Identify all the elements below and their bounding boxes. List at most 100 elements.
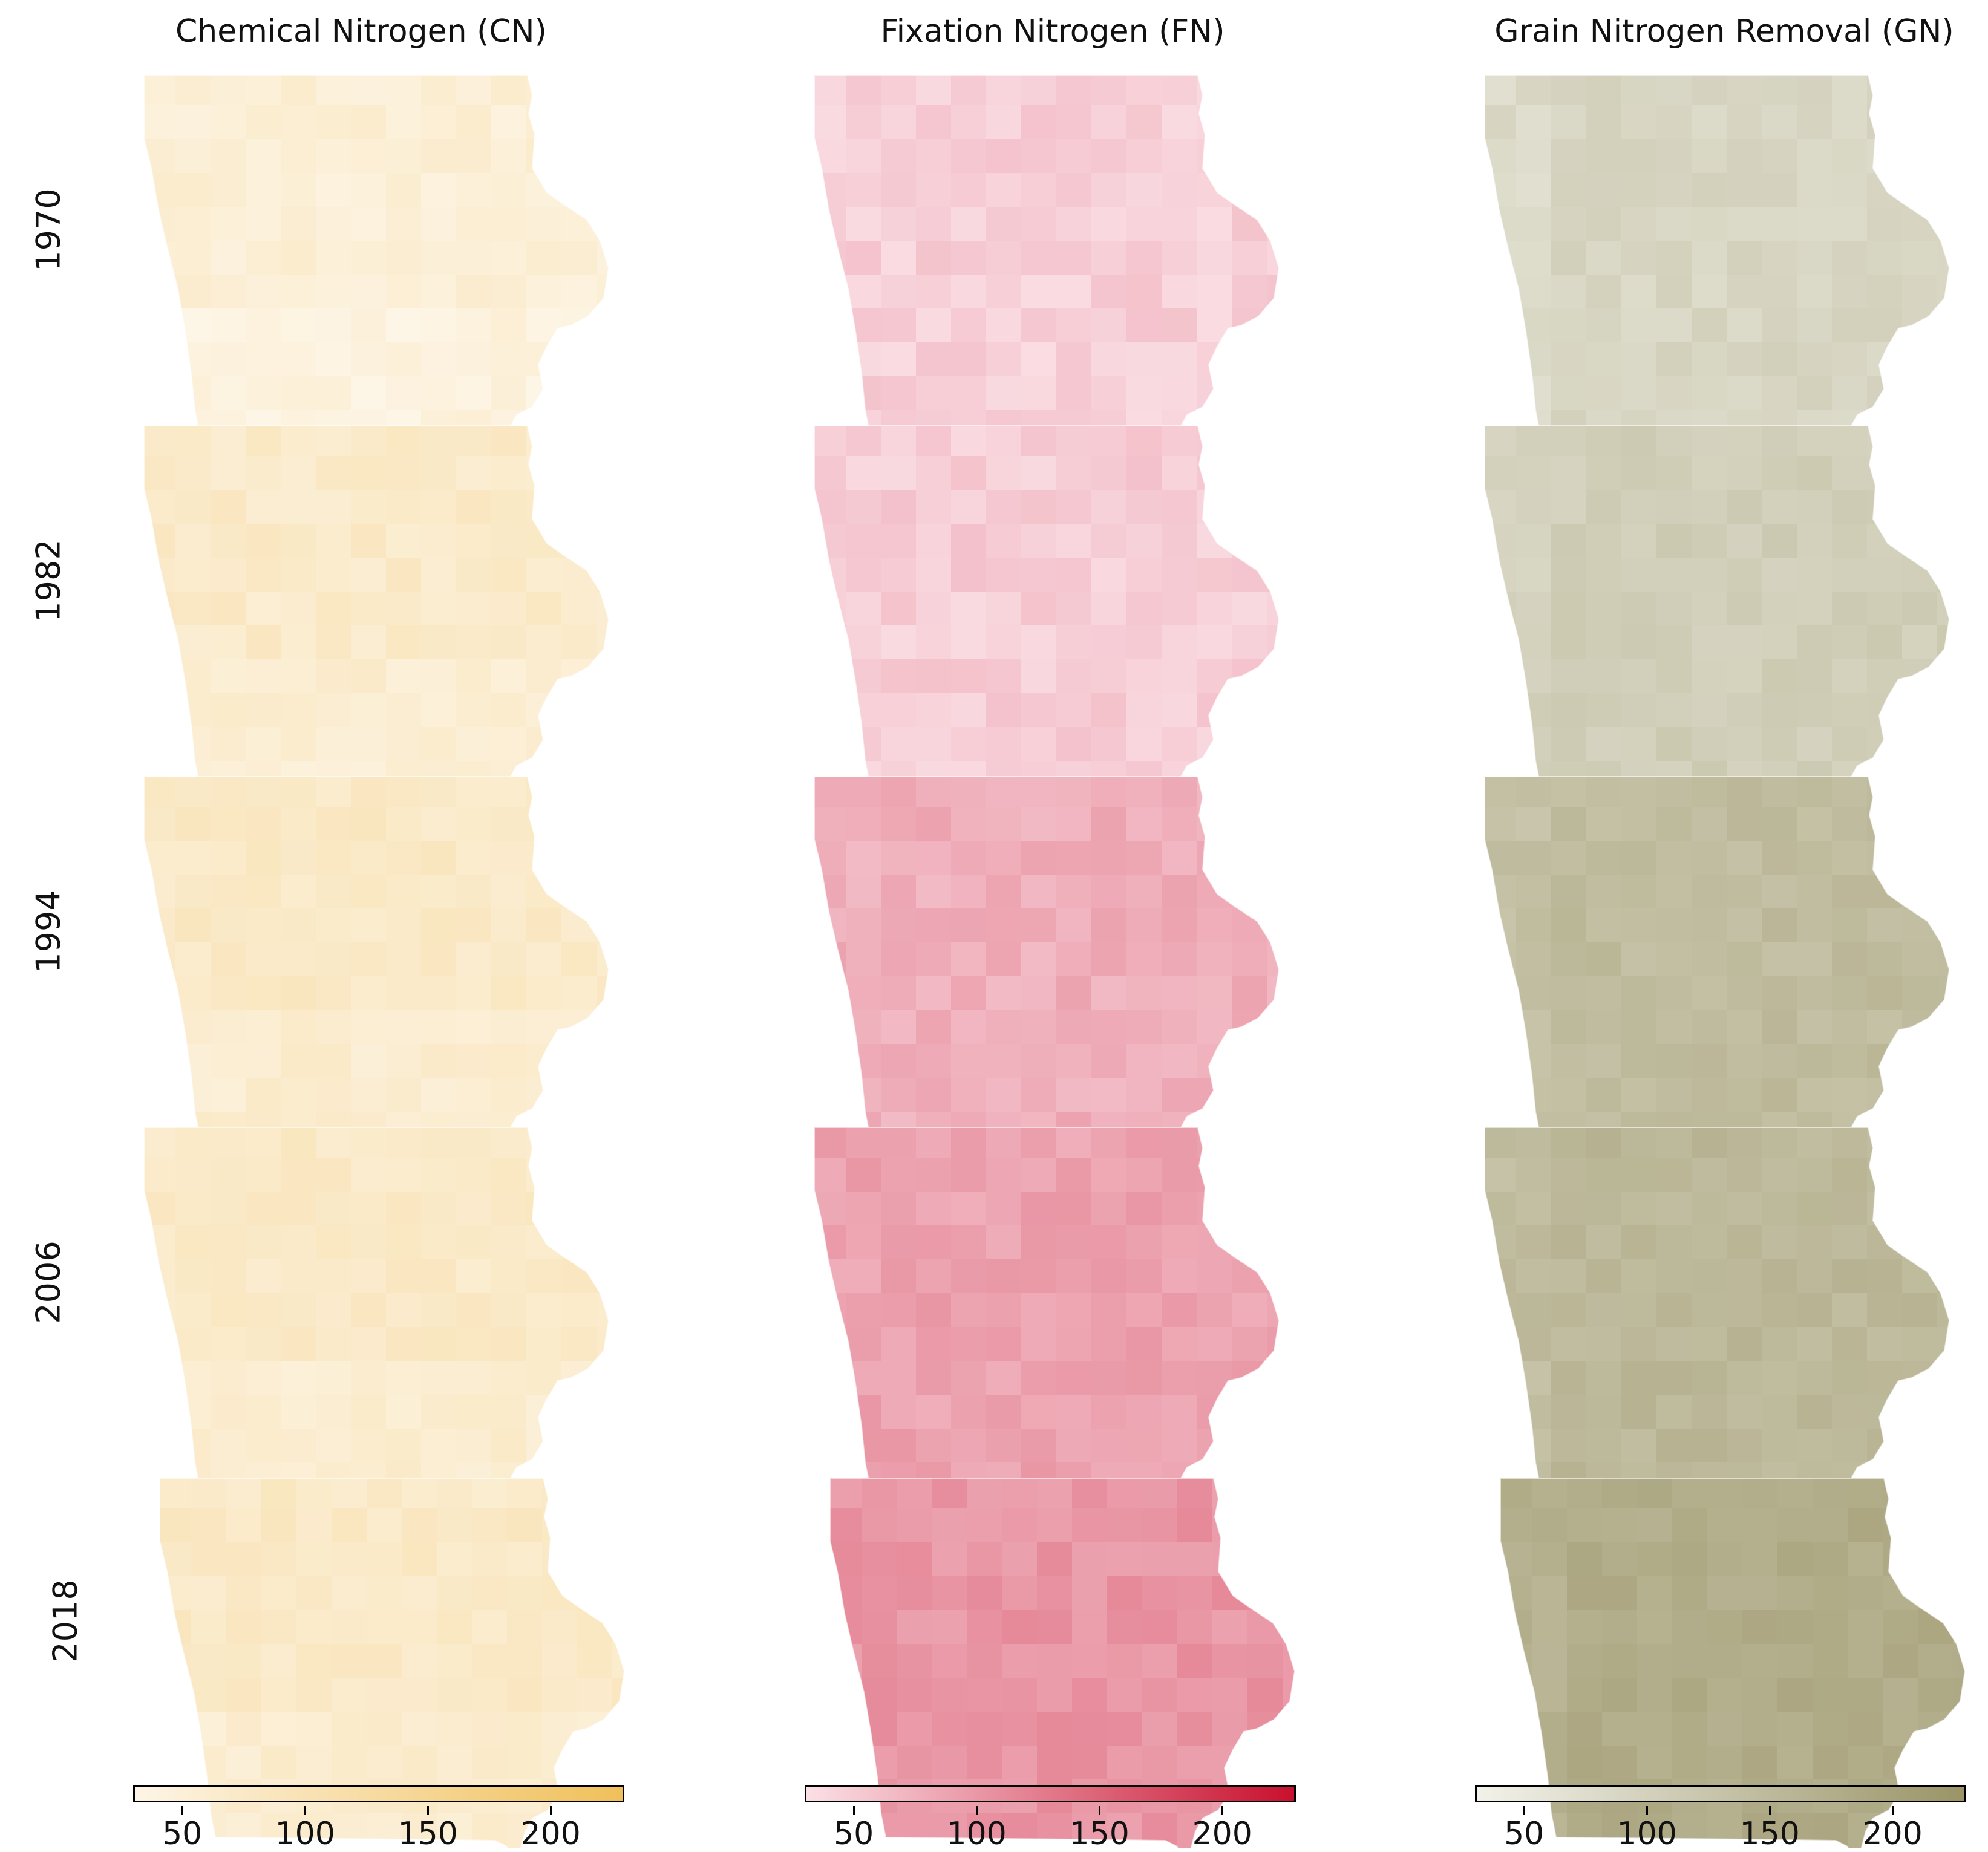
county-cell [1953,1746,1965,1780]
county-cell [1232,777,1267,807]
county-cell [367,1478,402,1509]
county-cell [421,727,457,761]
colorbar-tick-label: 100 [946,1816,1007,1852]
county-cell [561,807,597,841]
county-cell [1551,807,1587,841]
county-cell [211,807,246,841]
county-cell [846,241,881,275]
county-cell [351,342,387,377]
county-cell [1692,875,1727,909]
county-cell [1162,777,1197,807]
county-cell [386,1158,422,1192]
county-cell [612,1712,624,1746]
county-cell [1142,1712,1178,1746]
county-cell [175,807,211,841]
county-cell [1586,807,1622,841]
county-cell [1692,342,1727,377]
county-cell [1516,1395,1552,1429]
county-cell [1762,1293,1797,1328]
county-cell [296,1542,332,1577]
county-cell [1551,1078,1587,1112]
county-cell [1126,1259,1162,1294]
county-cell [1516,1044,1552,1078]
county-cell [1037,1508,1073,1543]
county-cell [1002,1508,1038,1543]
county-cell [316,908,351,943]
county-cell [951,241,987,275]
state-outline [1484,1127,1950,1513]
county-cell [1621,908,1657,943]
county-cell [1832,275,1868,309]
county-cell [1056,456,1092,491]
county-cell [1727,1044,1762,1078]
county-cell [316,1078,351,1112]
county-cell [281,727,316,761]
county-cell [881,875,917,909]
county-cell [1586,1327,1622,1361]
county-cell [175,1327,211,1361]
county-cell [316,75,351,106]
county-cell [951,1158,987,1192]
county-cell [261,1542,297,1577]
county-cell [144,105,176,140]
county-cell [1232,75,1267,106]
county-cell [1621,976,1657,1011]
county-cell [175,592,211,626]
county-cell [846,1010,881,1045]
county-cell [916,777,952,807]
county-cell [316,875,351,909]
county-cell [1037,1746,1073,1780]
county-cell [1762,592,1797,626]
county-cell [881,1293,917,1328]
county-cell [160,1712,192,1746]
county-cell [862,1746,897,1780]
county-cell [456,139,492,174]
county-cell [226,1712,262,1746]
county-cell [846,1293,881,1328]
county-cell [144,173,176,207]
county-cell [1902,1225,1938,1260]
county-cell [1002,1576,1038,1611]
county-cell [1867,241,1903,275]
county-cell [402,1712,437,1746]
county-cell [526,727,562,761]
county-cell [597,1327,609,1361]
county-cell [144,693,176,728]
county-cell [1832,693,1868,728]
county-cell [1867,659,1903,694]
county-cell [597,1010,609,1045]
county-cell [1937,1044,1949,1078]
county-cell [144,456,176,491]
county-cell [421,426,457,457]
county-cell [1848,1610,1883,1645]
county-cell [1551,139,1587,174]
county-cell [881,625,917,660]
county-cell [1813,1644,1848,1678]
county-cell [1162,807,1197,841]
county-cell [1551,275,1587,309]
county-cell [526,524,562,558]
county-cell [951,558,987,592]
county-cell [226,1610,262,1645]
county-cell [1021,139,1057,174]
county-cell [1021,1078,1057,1112]
county-cell [1485,1158,1517,1192]
county-cell [1283,1542,1295,1577]
county-cell [160,1644,192,1678]
county-cell [246,875,281,909]
county-cell [542,1610,578,1645]
county-cell [1021,173,1057,207]
county-cell [281,456,316,491]
county-cell [1656,558,1692,592]
county-cell [246,908,281,943]
county-cell [561,659,597,694]
county-cell [261,1576,297,1611]
county-cell [421,976,457,1011]
county-cell [526,625,562,660]
county-cell [402,1478,437,1509]
column-title-gn: Grain Nitrogen Removal (GN) [1494,13,1954,50]
county-cell [916,426,952,457]
colorbar-tick-label: 50 [162,1816,203,1852]
county-cell [1692,426,1727,457]
county-cell [986,376,1022,411]
